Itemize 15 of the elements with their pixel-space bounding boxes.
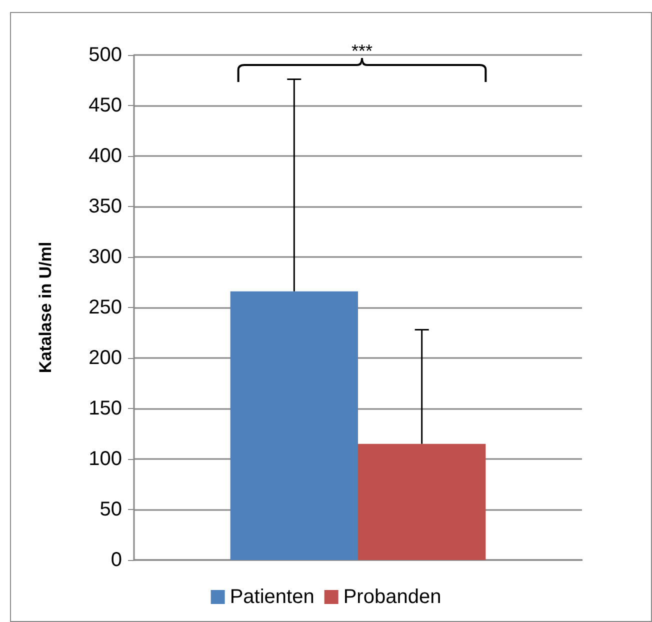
y-tick-label: 300 — [88, 246, 122, 268]
y-tick-label: 200 — [88, 347, 122, 369]
legend-label: Patienten — [230, 586, 314, 608]
y-tick-label: 0 — [110, 549, 122, 571]
y-tick-label: 100 — [88, 448, 122, 470]
y-tick-label: 350 — [88, 196, 122, 218]
annotation: *** — [351, 41, 373, 61]
legend-label: Probanden — [343, 586, 442, 608]
y-tick-label: 400 — [88, 145, 122, 167]
y-tick-label: 500 — [88, 44, 122, 66]
y-tick-label: 150 — [88, 398, 122, 420]
y-tick-label: 450 — [88, 94, 122, 116]
y-tick-label: 50 — [100, 498, 122, 520]
y-axis-title: Katalase in U/ml — [36, 242, 55, 374]
y-tick-label: 250 — [88, 296, 122, 318]
